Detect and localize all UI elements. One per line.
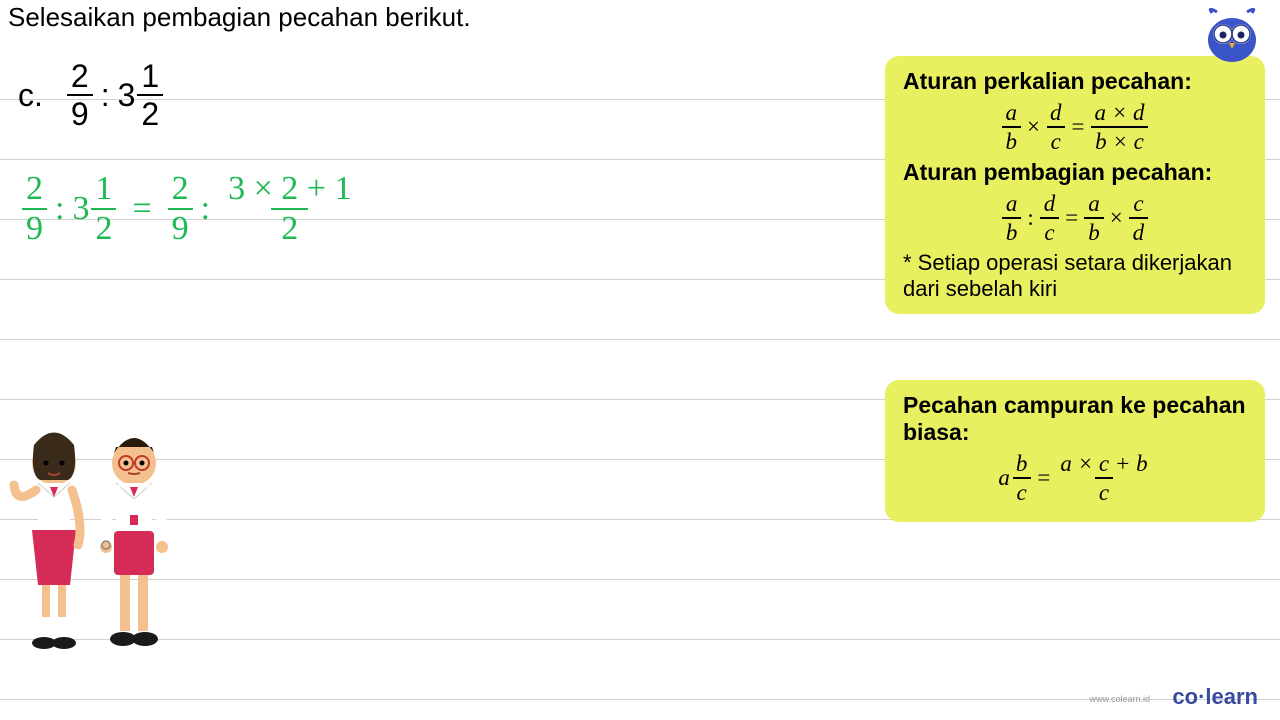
brand-url: www.colearn.id bbox=[1089, 694, 1150, 704]
handwritten-work: 2 9 : 3 1 2 = 2 9 : 3 × 2 + 1 2 bbox=[22, 172, 361, 246]
info-box-mixed: Pecahan campuran ke pecahan biasa: a bc … bbox=[885, 380, 1265, 522]
owl-mascot-icon bbox=[1202, 8, 1262, 63]
info-box-rules: Aturan perkalian pecahan: ab × dc = a × … bbox=[885, 56, 1265, 314]
mixed-right: 3 1 2 bbox=[118, 60, 164, 130]
mult-rule-title: Aturan perkalian pecahan: bbox=[903, 68, 1247, 95]
div-rule-title: Aturan pembagian pecahan: bbox=[903, 159, 1247, 186]
mixed-formula: a bc = a × c + bc bbox=[903, 452, 1247, 504]
rule-note: * Setiap operasi setara dikerjakan dari … bbox=[903, 250, 1247, 302]
div-formula: ab : dc = ab × cd bbox=[903, 192, 1247, 244]
brand-logo: co·learn bbox=[1172, 684, 1258, 710]
problem-label: c. bbox=[18, 77, 43, 114]
fraction-left: 2 9 bbox=[67, 60, 93, 130]
op-colon: : bbox=[101, 77, 110, 114]
mult-formula: ab × dc = a × db × c bbox=[903, 101, 1247, 153]
students-illustration-icon bbox=[6, 425, 186, 685]
page-title: Selesaikan pembagian pecahan berikut. bbox=[8, 2, 471, 33]
mixed-rule-title: Pecahan campuran ke pecahan biasa: bbox=[903, 392, 1247, 446]
problem-statement: c. 2 9 : 3 1 2 bbox=[18, 60, 163, 130]
